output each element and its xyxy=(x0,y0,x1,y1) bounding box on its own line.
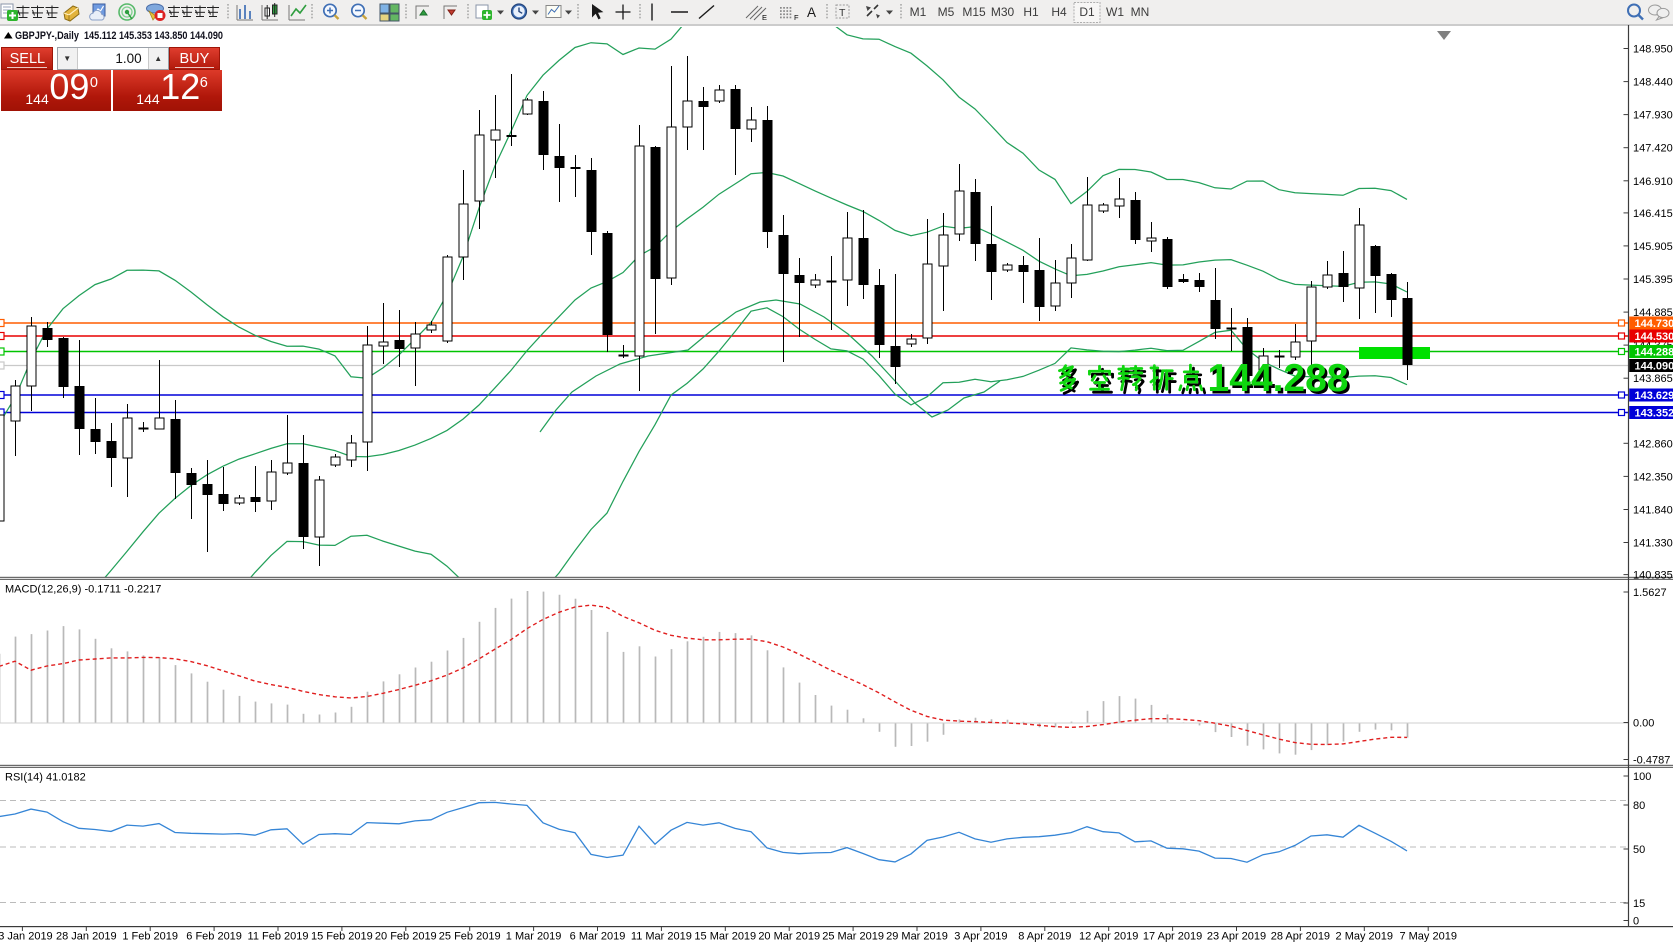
svg-text:15: 15 xyxy=(1633,898,1645,910)
svg-text:29 Mar 2019: 29 Mar 2019 xyxy=(886,931,948,943)
svg-text:141.840: 141.840 xyxy=(1633,505,1673,517)
svg-text:145.905: 145.905 xyxy=(1633,241,1673,253)
svg-text:M30: M30 xyxy=(991,5,1015,19)
svg-text:RSI(14) 41.0182: RSI(14) 41.0182 xyxy=(5,772,86,784)
svg-text:H1: H1 xyxy=(1023,5,1039,19)
svg-text:F: F xyxy=(794,13,799,22)
svg-text:144.288: 144.288 xyxy=(1208,357,1349,400)
svg-text:50: 50 xyxy=(1633,844,1645,856)
svg-text:144.885: 144.885 xyxy=(1633,307,1673,319)
svg-text:144.288: 144.288 xyxy=(1210,360,1351,403)
svg-text:143.865: 143.865 xyxy=(1633,373,1673,385)
svg-text:E: E xyxy=(762,13,767,22)
svg-text:143.629: 143.629 xyxy=(1635,390,1673,402)
svg-text:20 Feb 2019: 20 Feb 2019 xyxy=(375,931,437,943)
svg-text:MACD(12,26,9) -0.1711 -0.2217: MACD(12,26,9) -0.1711 -0.2217 xyxy=(5,584,161,596)
svg-text:15 Feb 2019: 15 Feb 2019 xyxy=(311,931,373,943)
svg-text:7 May 2019: 7 May 2019 xyxy=(1399,931,1456,943)
svg-text:11 Mar 2019: 11 Mar 2019 xyxy=(631,931,692,943)
svg-text:M1: M1 xyxy=(910,5,927,19)
svg-text:146.415: 146.415 xyxy=(1633,208,1673,220)
svg-text:147.420: 147.420 xyxy=(1633,143,1673,155)
svg-text:25 Mar 2019: 25 Mar 2019 xyxy=(822,931,884,943)
svg-text:146.910: 146.910 xyxy=(1633,176,1673,188)
svg-text:15 Mar 2019: 15 Mar 2019 xyxy=(694,931,756,943)
svg-text:6 Mar 2019: 6 Mar 2019 xyxy=(570,931,626,943)
svg-text:148.440: 148.440 xyxy=(1633,77,1673,89)
svg-text:100: 100 xyxy=(1633,771,1651,783)
svg-text:144.090: 144.090 xyxy=(1635,361,1673,373)
svg-text:140.835: 140.835 xyxy=(1633,570,1673,582)
svg-text:1 Feb 2019: 1 Feb 2019 xyxy=(122,931,178,943)
svg-text:0.00: 0.00 xyxy=(1633,718,1654,730)
svg-text:28 Apr 2019: 28 Apr 2019 xyxy=(1271,931,1330,943)
svg-text:147.930: 147.930 xyxy=(1633,110,1673,122)
svg-text:144.730: 144.730 xyxy=(1635,318,1673,330)
svg-text:25 Feb 2019: 25 Feb 2019 xyxy=(439,931,501,943)
svg-text:GBPJPY-,Daily 145.112 145.353: GBPJPY-,Daily 145.112 145.353 143.850 14… xyxy=(15,30,223,42)
svg-text:12 Apr 2019: 12 Apr 2019 xyxy=(1079,931,1138,943)
svg-text:142.350: 142.350 xyxy=(1633,471,1673,483)
svg-text:141.330: 141.330 xyxy=(1633,538,1673,550)
svg-text:142.860: 142.860 xyxy=(1633,438,1673,450)
svg-text:17 Apr 2019: 17 Apr 2019 xyxy=(1143,931,1202,943)
svg-text:H4: H4 xyxy=(1051,5,1067,19)
svg-text:D1: D1 xyxy=(1079,5,1095,19)
svg-text:144.530: 144.530 xyxy=(1635,331,1673,343)
svg-text:A: A xyxy=(807,5,816,20)
svg-text:1 Mar 2019: 1 Mar 2019 xyxy=(506,931,562,943)
svg-text:2 May 2019: 2 May 2019 xyxy=(1336,931,1393,943)
svg-text:M15: M15 xyxy=(962,5,986,19)
svg-text:148.950: 148.950 xyxy=(1633,44,1673,56)
svg-text:28 Jan 2019: 28 Jan 2019 xyxy=(56,931,117,943)
svg-text:143.352: 143.352 xyxy=(1635,408,1673,420)
svg-text:23 Jan 2019: 23 Jan 2019 xyxy=(0,931,53,943)
svg-text:8 Apr 2019: 8 Apr 2019 xyxy=(1018,931,1071,943)
svg-text:W1: W1 xyxy=(1106,5,1124,19)
svg-text:11 Feb 2019: 11 Feb 2019 xyxy=(248,931,309,943)
svg-text:T: T xyxy=(839,7,846,19)
svg-text:144.288: 144.288 xyxy=(1635,347,1673,359)
svg-text:1.5627: 1.5627 xyxy=(1633,587,1667,599)
svg-text:23 Apr 2019: 23 Apr 2019 xyxy=(1207,931,1266,943)
svg-text:M5: M5 xyxy=(938,5,955,19)
svg-text:145.395: 145.395 xyxy=(1633,274,1673,286)
svg-text:80: 80 xyxy=(1633,800,1645,812)
svg-text:20 Mar 2019: 20 Mar 2019 xyxy=(758,931,820,943)
svg-text:-0.4787: -0.4787 xyxy=(1633,755,1670,767)
svg-text:0: 0 xyxy=(1633,916,1639,928)
svg-text:3 Apr 2019: 3 Apr 2019 xyxy=(954,931,1007,943)
svg-text:6 Feb 2019: 6 Feb 2019 xyxy=(186,931,242,943)
svg-text:MN: MN xyxy=(1131,5,1150,19)
